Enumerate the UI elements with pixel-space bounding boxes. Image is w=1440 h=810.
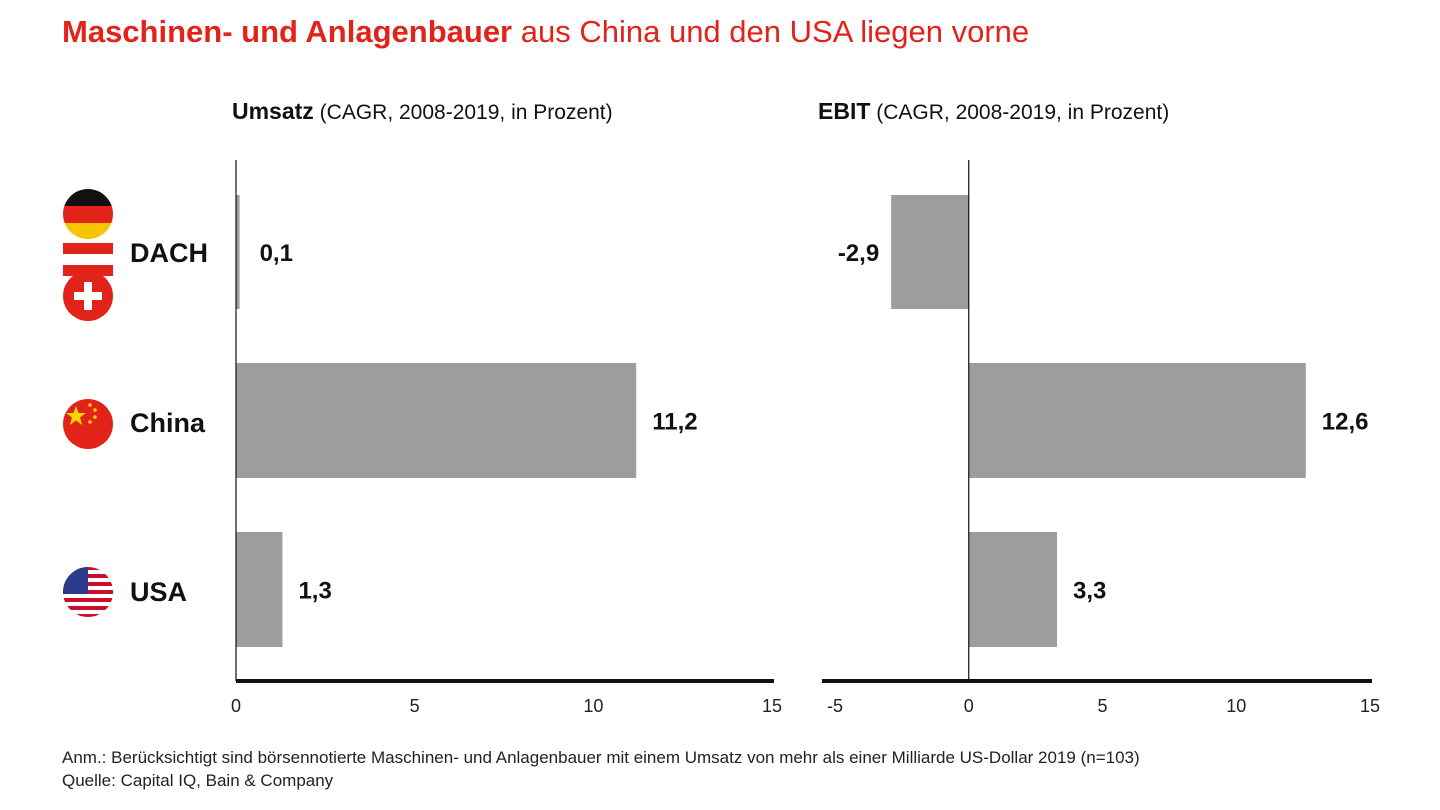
ebit-subtitle: EBIT (CAGR, 2008-2019, in Prozent) — [818, 98, 1169, 125]
value-label: 11,2 — [652, 409, 697, 436]
umsatz-subtitle: Umsatz (CAGR, 2008-2019, in Prozent) — [232, 98, 613, 125]
tick-label: 10 — [1226, 696, 1246, 716]
tick-label: -5 — [827, 696, 843, 716]
row-label-usa: USA — [130, 577, 188, 607]
umsatz-title: (CAGR, 2008-2019, in Prozent) — [319, 101, 613, 124]
bar-usa — [236, 532, 283, 647]
value-label: -2,9 — [838, 240, 879, 267]
tick-label: 15 — [762, 696, 782, 716]
title-bold: Maschinen- und Anlagenbauer — [62, 14, 513, 49]
bar-dach — [236, 195, 240, 309]
bar-usa — [968, 532, 1058, 647]
row-label-china: China — [130, 408, 206, 438]
tick-label: 0 — [231, 696, 241, 716]
ebit-title: (CAGR, 2008-2019, in Prozent) — [876, 101, 1170, 124]
dach-flags-icon — [63, 189, 113, 321]
value-label: 3,3 — [1073, 578, 1106, 605]
value-label: 0,1 — [260, 240, 293, 267]
row-label-dach: DACH — [130, 238, 208, 268]
footnote-source: Quelle: Capital IQ, Bain & Company — [62, 771, 334, 790]
usa-flag-icon — [63, 567, 113, 617]
umsatz-title-bold: Umsatz — [232, 98, 314, 124]
title-rest: aus China und den USA liegen vorne — [520, 14, 1030, 49]
value-label: 12,6 — [1322, 409, 1369, 436]
value-label: 1,3 — [298, 578, 331, 605]
bar-china — [968, 363, 1306, 478]
tick-label: 0 — [964, 696, 974, 716]
tick-label: 5 — [1097, 696, 1107, 716]
bar-dach — [891, 195, 969, 309]
chart-title: Maschinen- und Anlagenbauer aus China un… — [62, 14, 1029, 50]
china-flag-icon — [63, 399, 113, 449]
tick-label: 15 — [1360, 696, 1380, 716]
tick-label: 5 — [410, 696, 420, 716]
ebit-title-bold: EBIT — [818, 98, 871, 124]
footnote-note: Anm.: Berücksichtigt sind börsennotierte… — [62, 748, 1140, 767]
tick-label: 10 — [583, 696, 603, 716]
bar-china — [236, 363, 637, 478]
